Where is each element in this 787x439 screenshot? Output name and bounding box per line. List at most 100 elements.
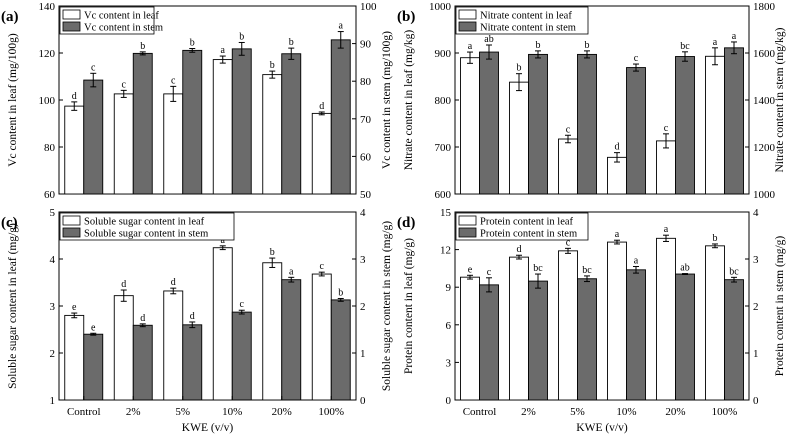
x-tick-label: 5% (570, 406, 585, 418)
left-tick-label: 600 (435, 189, 452, 201)
significance-letter: c (566, 237, 571, 248)
significance-letter: d (171, 277, 176, 288)
bar (479, 284, 499, 401)
bar (724, 279, 744, 401)
left-tick-label: 140 (39, 1, 56, 13)
panel-label: (b) (397, 9, 415, 25)
bar (528, 280, 548, 401)
panel-label: (d) (397, 215, 415, 231)
right-tick-label: 1800 (753, 1, 776, 13)
legend-label: Protein content in leaf (480, 217, 574, 228)
significance-letter: d (140, 313, 145, 324)
x-axis-title: KWE (v/v) (576, 422, 628, 434)
bar (163, 290, 184, 401)
right-axis-title: Soluble sugar content in stem (mg/g) (381, 221, 393, 391)
right-tick-label: 70 (360, 114, 372, 126)
bar (509, 81, 529, 195)
significance-letter: c (91, 62, 96, 73)
left-tick-label: 1 (50, 395, 56, 407)
bar (724, 47, 744, 195)
bar (509, 256, 529, 401)
right-tick-label: 60 (360, 151, 372, 163)
bar (83, 333, 104, 401)
x-tick-label: 10% (616, 406, 636, 418)
significance-letter: a (468, 41, 473, 52)
significance-letter: bc (729, 266, 739, 277)
left-axis-title: Soluble sugar content in leaf (mg/g) (7, 223, 19, 389)
bar (656, 237, 676, 401)
left-tick-label: 800 (435, 95, 452, 107)
bar (311, 273, 332, 401)
x-tick-label: 10% (222, 406, 242, 418)
significance-letter: ab (680, 263, 689, 274)
significance-letter: d (517, 244, 522, 255)
bar (607, 241, 627, 401)
left-tick-label: 3 (50, 301, 56, 313)
legend-swatch (458, 227, 477, 238)
significance-letter: c (566, 124, 571, 135)
significance-letter: b (270, 60, 275, 71)
chart-panel-2: 600 700 800 900 1000 1000 1200 1400 1600 1800 Nitr… (397, 1, 786, 201)
bar (675, 273, 695, 401)
significance-letter: c (240, 299, 245, 310)
legend-swatch (458, 9, 477, 20)
left-axis-title: Nitrate content in leaf (mg/kg) (403, 30, 415, 171)
right-tick-label: 1600 (753, 48, 776, 60)
right-tick-label: 4 (360, 207, 366, 219)
right-tick-label: 2 (753, 301, 759, 313)
significance-letter: b (239, 31, 244, 42)
right-tick-label: 50 (360, 189, 372, 201)
significance-letter: a (664, 224, 669, 235)
left-tick-label: 700 (435, 142, 452, 154)
x-tick-label: 100% (712, 406, 738, 418)
right-tick-label: 1200 (753, 142, 776, 154)
bar (163, 93, 184, 195)
significance-letter: b (536, 40, 541, 51)
significance-letter: c (487, 267, 492, 278)
right-tick-label: 1 (753, 348, 759, 360)
bar (607, 156, 627, 195)
bar (212, 59, 233, 195)
left-tick-label: 3 (446, 357, 452, 369)
left-tick-label: 2 (50, 348, 56, 360)
bar (64, 314, 85, 401)
significance-letter: e (72, 302, 77, 313)
significance-letter: c (634, 53, 639, 64)
bar (330, 39, 351, 195)
legend-swatch (62, 227, 81, 238)
significance-letter: bc (533, 263, 543, 274)
x-tick-label: 20% (665, 406, 685, 418)
bar (182, 324, 203, 401)
left-tick-label: 5 (50, 207, 56, 219)
left-tick-label: 1000 (429, 1, 452, 13)
significance-letter: c (320, 261, 325, 272)
significance-letter: b (517, 63, 522, 74)
significance-letter: b (270, 247, 275, 258)
significance-letter: c (171, 75, 176, 86)
bar (528, 53, 548, 195)
bar (132, 52, 153, 195)
bar (479, 51, 499, 195)
left-tick-label: 0 (446, 395, 452, 407)
significance-letter: a (289, 266, 294, 277)
right-tick-label: 100 (360, 1, 377, 13)
bar (182, 49, 203, 195)
significance-letter: b (338, 287, 343, 298)
bar (460, 57, 480, 195)
significance-letter: d (121, 279, 126, 290)
bar (656, 140, 676, 195)
legend-label: Vc content in stem (84, 23, 163, 34)
x-tick-label: 2% (521, 406, 536, 418)
bar (113, 93, 134, 195)
bar (330, 299, 351, 401)
right-tick-label: 1400 (753, 95, 776, 107)
left-tick-label: 4 (50, 254, 56, 266)
significance-letter: a (713, 37, 718, 48)
x-tick-label: 100% (318, 406, 344, 418)
left-tick-label: 100 (39, 95, 56, 107)
significance-letter: b (140, 41, 145, 52)
significance-letter: b (713, 233, 718, 244)
legend-swatch (62, 21, 81, 32)
